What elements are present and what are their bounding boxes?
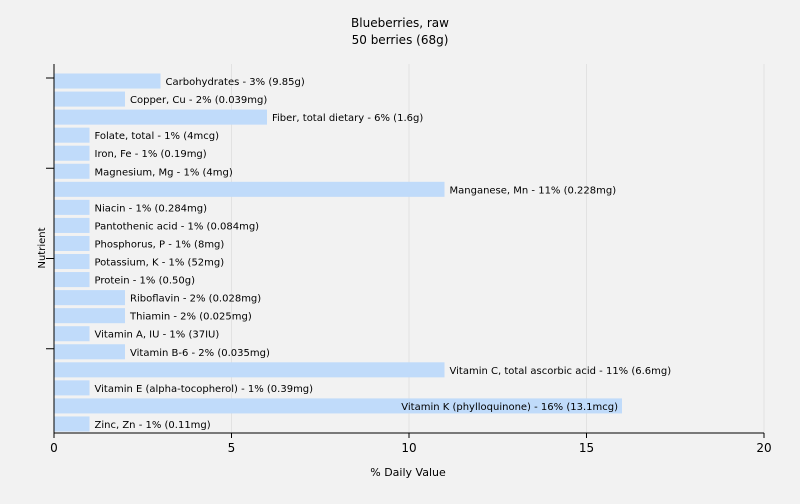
bar — [54, 145, 90, 161]
x-tick-label: 5 — [228, 441, 236, 455]
bar-label: Phosphorus, P - 1% (8mg) — [95, 239, 225, 250]
bar — [54, 308, 125, 324]
x-tick-label: 0 — [50, 441, 58, 455]
bar-label: Iron, Fe - 1% (0.19mg) — [95, 149, 207, 160]
bar-label: Carbohydrates - 3% (9.85g) — [166, 77, 305, 88]
bar-label: Vitamin C, total ascorbic acid - 11% (6.… — [450, 366, 672, 377]
bar — [54, 398, 622, 414]
chart-title: Blueberries, raw — [351, 16, 449, 30]
bar-label: Niacin - 1% (0.284mg) — [95, 203, 208, 214]
bar-label: Manganese, Mn - 11% (0.228mg) — [450, 185, 617, 196]
bar-label: Pantothenic acid - 1% (0.084mg) — [95, 221, 260, 232]
x-ticks-group: 0 5 10 15 20 — [50, 433, 772, 455]
bar — [54, 416, 90, 432]
bar-label: Folate, total - 1% (4mcg) — [95, 131, 220, 142]
bar — [54, 109, 267, 125]
bar — [54, 91, 125, 107]
bar-label: Fiber, total dietary - 6% (1.6g) — [272, 113, 423, 124]
bar-label: Vitamin E (alpha-tocopherol) - 1% (0.39m… — [95, 384, 314, 395]
bar-label: Vitamin B-6 - 2% (0.035mg) — [130, 348, 270, 359]
bar-label: Thiamin - 2% (0.025mg) — [129, 312, 252, 323]
bar-label: Protein - 1% (0.50g) — [95, 276, 196, 287]
bar — [54, 199, 90, 215]
bar — [54, 254, 90, 270]
bar-label: Copper, Cu - 2% (0.039mg) — [130, 95, 267, 106]
chart-subtitle: 50 berries (68g) — [352, 33, 449, 47]
bar — [54, 380, 90, 396]
bar-label: Vitamin A, IU - 1% (37IU) — [95, 330, 220, 341]
bar-label: Vitamin K (phylloquinone) - 16% (13.1mcg… — [401, 402, 618, 413]
bar — [54, 272, 90, 288]
bar — [54, 235, 90, 251]
bar — [54, 344, 125, 360]
x-tick-label: 20 — [756, 441, 771, 455]
bar — [54, 217, 90, 233]
bar — [54, 181, 445, 197]
bar — [54, 326, 90, 342]
bar — [54, 163, 90, 179]
bar — [54, 290, 125, 306]
x-tick-label: 10 — [401, 441, 416, 455]
x-tick-label: 15 — [579, 441, 594, 455]
y-axis-label: Nutrient — [37, 227, 48, 268]
bar — [54, 127, 90, 143]
bar-label: Riboflavin - 2% (0.028mg) — [130, 294, 261, 305]
bar-labels-group: Carbohydrates - 3% (9.85g) Copper, Cu - 2… — [95, 77, 672, 431]
bar — [54, 73, 161, 89]
x-axis-label: % Daily Value — [370, 466, 446, 479]
bars-group — [54, 73, 622, 432]
bar-label: Magnesium, Mg - 1% (4mg) — [95, 167, 233, 178]
bar-label: Zinc, Zn - 1% (0.11mg) — [95, 420, 211, 431]
bar — [54, 362, 445, 378]
bar-label: Potassium, K - 1% (52mg) — [95, 258, 225, 269]
